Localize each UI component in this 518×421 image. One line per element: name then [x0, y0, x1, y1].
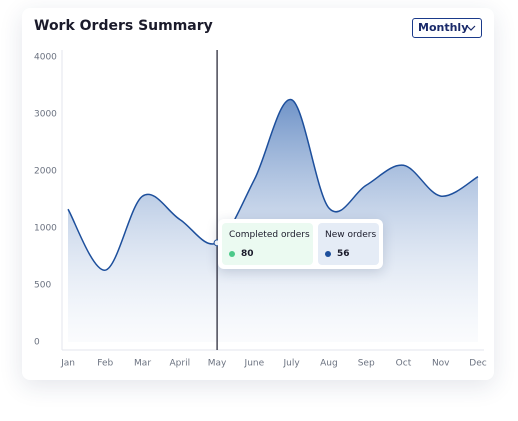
title: Work Orders Summary [34, 18, 213, 34]
x-tick-label: Feb [97, 359, 113, 369]
y-tick-label: 1000 [34, 224, 57, 234]
tooltip-item: New orders 56 [318, 223, 379, 265]
y-tick-label: 3000 [34, 110, 57, 120]
line [67, 98, 479, 271]
y-tick-label: 4000 [34, 53, 57, 63]
x-tick-label: May [208, 359, 227, 369]
x-tick-label: Oct [396, 359, 412, 369]
x-tick-label: Sep [358, 359, 375, 369]
x-tick-label: Nov [432, 359, 450, 369]
tooltip: Completed orders 80 New orders 56 [218, 219, 383, 269]
tooltip-item: Completed orders 80 [222, 223, 313, 265]
tooltip-value: 56 [337, 249, 350, 259]
y-tick-label: 500 [34, 281, 51, 291]
x-tick-label: June [244, 359, 265, 369]
x-tick-label: Aug [320, 359, 338, 369]
period-label: Monthly [418, 21, 469, 34]
x-tick-label: Mar [134, 359, 151, 369]
y-tick-label: 2000 [34, 167, 57, 177]
y-tick-label: 0 [34, 338, 40, 348]
x-tick-label: April [170, 359, 191, 369]
legend-dot [229, 251, 235, 257]
x-tick-label: Dec [469, 359, 486, 369]
x-tick-label: July [283, 359, 301, 369]
tooltip-label: Completed orders [229, 230, 310, 240]
tooltip-label: New orders [325, 230, 377, 240]
legend-dot [325, 251, 331, 257]
period-dropdown[interactable]: Monthly [412, 18, 482, 38]
tooltip-value: 80 [241, 249, 254, 259]
chevron [466, 25, 476, 31]
x-tick-label: Jan [60, 359, 75, 369]
